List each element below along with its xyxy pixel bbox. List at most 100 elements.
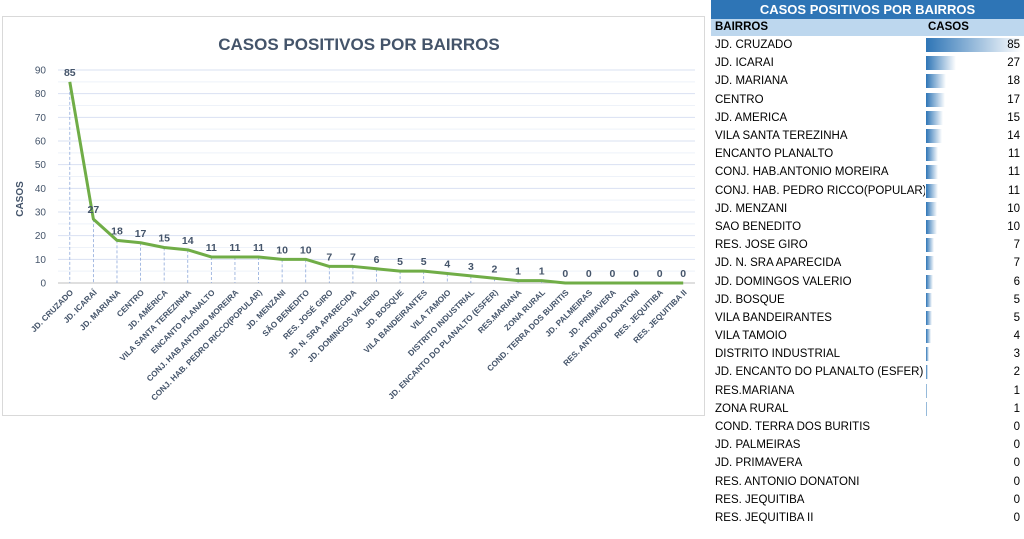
table-body: JD. CRUZADO 85 JD. ICARAÍ 27 JD. MARIANA 18 CE…: [711, 36, 1024, 527]
data-bar: [926, 274, 933, 289]
bairro-name: RES. JEQUITIBA: [715, 493, 805, 506]
table-header: BAIRROS CASOS: [711, 19, 1024, 36]
cases-value: 0: [1013, 475, 1020, 488]
data-label: 0: [586, 268, 592, 280]
cases-cell: 7: [925, 255, 1020, 271]
table-row: ENCANTO PLANALTO 11: [711, 145, 1024, 163]
bairro-name: CONJ. HAB. PEDRO RICCO(POPULAR): [715, 184, 925, 197]
data-bar: [926, 74, 947, 89]
data-bar: [926, 383, 928, 398]
data-label: 5: [397, 256, 403, 268]
bairro-name: SÃO BENEDITO: [715, 220, 802, 233]
bairro-name: VILA SANTA TEREZINHA: [715, 130, 848, 143]
data-bar: [926, 401, 928, 416]
bairro-name: JD. BOSQUE: [715, 293, 785, 306]
data-bar: [926, 201, 938, 216]
cases-value: 3: [1013, 348, 1020, 361]
table-row: JD. ENCANTO DO PLANALTO (ESFER) 2: [711, 363, 1024, 381]
line-chart: CASOS POSITIVOS POR BAIRROS CASOS 010203…: [15, 35, 695, 403]
table-row: JD. AMÉRICA 15: [711, 109, 1024, 127]
bairro-name: DISTRITO INDUSTRIAL: [715, 348, 841, 361]
data-bar: [926, 365, 929, 380]
cases-cell: 0: [925, 492, 1020, 508]
cases-cell: 11: [925, 146, 1020, 162]
cases-value: 17: [1007, 93, 1020, 106]
cases-cell: 15: [925, 110, 1020, 126]
bairro-name: JD. DOMINGOS VALERIO: [715, 275, 852, 288]
bairro-name: VILA TAMOIO: [715, 330, 787, 343]
cases-cell: 7: [925, 237, 1020, 253]
cases-cell: 0: [925, 455, 1020, 471]
data-bar: [926, 310, 932, 325]
cases-cell: 6: [925, 274, 1020, 290]
data-label: 14: [182, 235, 194, 247]
data-label: 15: [158, 233, 170, 245]
table-row: JD. MENZANI 10: [711, 200, 1024, 218]
table-row: CONJ. HAB.ANTONIO MOREIRA 11: [711, 163, 1024, 181]
table-row: JD. PRIMAVERA 0: [711, 454, 1024, 472]
y-tick-label: 80: [35, 89, 47, 100]
y-tick-label: 90: [35, 66, 47, 77]
data-label: 0: [680, 268, 686, 280]
data-bar: [926, 38, 1022, 53]
data-bar: [926, 56, 957, 71]
cases-value: 1: [1013, 384, 1020, 397]
chart-title: CASOS POSITIVOS POR BAIRROS: [218, 35, 500, 54]
bairro-name: JD. ICARAÍ: [715, 57, 774, 70]
data-bar: [926, 165, 939, 180]
cases-cell: 1: [925, 383, 1020, 399]
x-tick-label: CONJ. HAB. PEDRO RICCO(POPULAR): [150, 288, 265, 403]
data-bar: [926, 347, 930, 362]
table-row: VILA BANDEIRANTES 5: [711, 309, 1024, 327]
bairro-name: VILA BANDEIRANTES: [715, 311, 832, 324]
data-label: 7: [350, 251, 356, 263]
data-label: 4: [444, 259, 450, 271]
cases-value: 85: [1007, 39, 1020, 52]
bairro-name: JD. N. SRA APARECIDA: [715, 257, 842, 270]
cases-value: 11: [1008, 184, 1020, 197]
cases-value: 15: [1007, 111, 1020, 124]
cases-cell: 1: [925, 401, 1020, 417]
data-label: 11: [253, 242, 264, 254]
x-tick-label: JD. AMÉRICA: [125, 287, 170, 332]
table-row: JD. DOMINGOS VALERIO 6: [711, 272, 1024, 290]
bairro-name: RES.MARIANA: [715, 384, 795, 397]
cases-value: 2: [1013, 366, 1020, 379]
y-tick-label: 40: [35, 184, 47, 195]
data-label: 0: [562, 268, 568, 280]
cases-value: 0: [1013, 421, 1020, 434]
data-label: 27: [88, 204, 100, 216]
cases-value: 7: [1013, 239, 1020, 252]
cases-cell: 27: [925, 55, 1020, 71]
cases-cell: 17: [925, 92, 1020, 108]
y-tick-label: 60: [35, 137, 47, 148]
bairro-name: JD. ENCANTO DO PLANALTO (ESFER): [715, 366, 924, 379]
table-row: CENTRO 17: [711, 91, 1024, 109]
data-bar: [926, 92, 946, 107]
cases-cell: 0: [925, 474, 1020, 490]
bairro-name: COND. TERRA DOS BURITIS: [715, 421, 871, 434]
cases-value: 1: [1013, 402, 1020, 415]
table-title: CASOS POSITIVOS POR BAIRROS: [711, 0, 1024, 19]
cases-value: 6: [1013, 275, 1020, 288]
cases-cell: 14: [925, 128, 1020, 144]
table-row: SÃO BENEDITO 10: [711, 218, 1024, 236]
data-label: 18: [111, 225, 123, 237]
table-row: JD. ICARAÍ 27: [711, 54, 1024, 72]
data-bar: [926, 219, 938, 234]
data-label: 6: [374, 254, 380, 266]
data-bar: [926, 183, 939, 198]
cases-value: 4: [1013, 330, 1020, 343]
table-row: RES. ANTONIO DONATONI 0: [711, 473, 1024, 491]
y-tick-label: 30: [35, 208, 47, 219]
table-row: JD. MARIANA 18: [711, 72, 1024, 90]
column-header-bairros: BAIRROS: [715, 21, 769, 33]
cases-cell: 2: [925, 364, 1020, 380]
bairro-name: CENTRO: [715, 93, 764, 106]
table-row: JD. PALMEIRAS 0: [711, 436, 1024, 454]
cases-value: 0: [1013, 493, 1020, 506]
data-label: 10: [276, 244, 288, 256]
cases-cell: 10: [925, 201, 1020, 217]
data-label: 1: [539, 266, 545, 278]
table-row: JD. N. SRA APARECIDA 7: [711, 254, 1024, 272]
